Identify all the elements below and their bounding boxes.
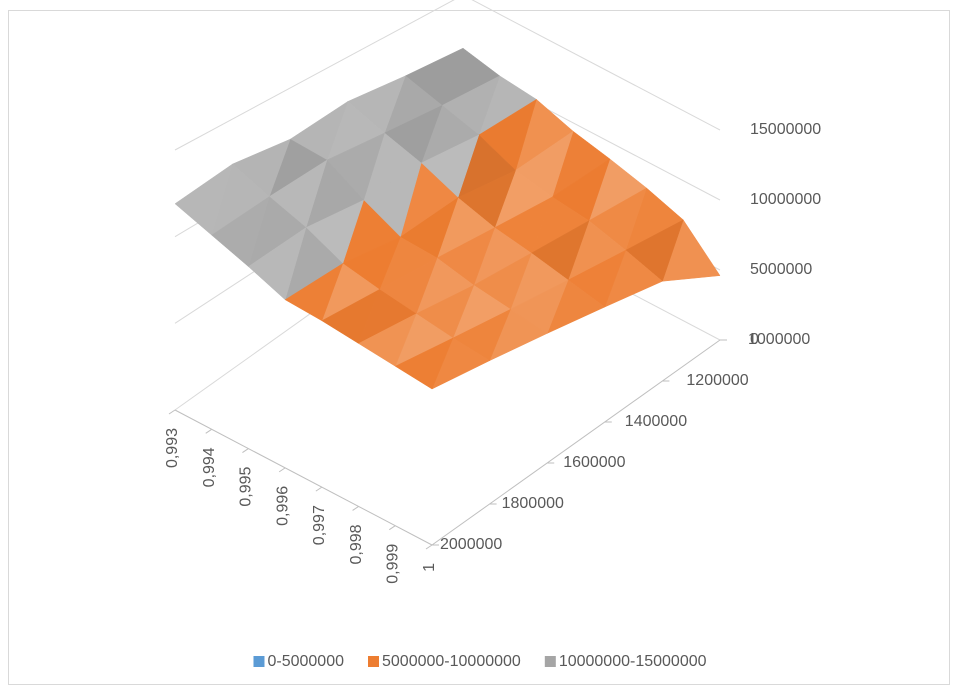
- legend-swatch: [253, 656, 265, 667]
- x-tick-label: 1: [421, 563, 438, 572]
- surface-facet: [211, 196, 270, 268]
- z-tick-label: 5000000: [750, 261, 812, 278]
- legend-label: 10000000-15000000: [559, 653, 707, 670]
- depth-tick-label: 1000000: [748, 331, 810, 348]
- surface-facet: [321, 288, 380, 344]
- legend-swatch: [544, 656, 556, 667]
- x-tick-label: 0,994: [201, 447, 218, 487]
- legend-label: 0-5000000: [267, 653, 344, 670]
- surface-facet: [284, 262, 344, 322]
- legend-label: 5000000-10000000: [382, 653, 521, 670]
- legend-item: 0-5000000: [253, 653, 344, 670]
- legend: 0-5000000 5000000-10000000 10000000-150000…: [253, 653, 707, 670]
- depth-tick-label: 1200000: [686, 372, 748, 389]
- x-tick-label: 0,995: [238, 466, 255, 506]
- surface-facet: [248, 226, 307, 301]
- legend-swatch: [368, 656, 379, 667]
- x-tick-label: 0,999: [385, 544, 402, 584]
- surface-facet: [358, 313, 417, 367]
- x-tick: [389, 525, 396, 531]
- surface-facet: [394, 337, 454, 390]
- depth-tick-label: 2000000: [440, 536, 502, 553]
- x-axis-line: [174, 409, 433, 546]
- x-tick-label: 0,998: [348, 524, 365, 564]
- grid-line: [174, 0, 721, 151]
- depth-axis-line: [431, 339, 721, 546]
- x-tick: [205, 428, 212, 434]
- z-tick-label: 10000000: [750, 191, 821, 208]
- x-tick-label: 0,996: [274, 486, 291, 526]
- x-tick: [278, 467, 286, 473]
- surface: [174, 47, 721, 390]
- legend-item: 5000000-10000000: [368, 653, 521, 670]
- depth-tick-label: 1600000: [563, 454, 625, 471]
- depth-tick-label: 1800000: [502, 495, 564, 512]
- x-tick: [425, 544, 433, 550]
- surface-facet: [174, 163, 234, 236]
- z-tick-label: 15000000: [750, 121, 821, 138]
- x-tick: [315, 486, 323, 492]
- x-tick: [168, 409, 176, 415]
- x-tick-label: 0,993: [164, 428, 181, 468]
- depth-tick-label: 1400000: [625, 413, 687, 430]
- legend-item: 10000000-15000000: [544, 653, 707, 670]
- axes: 0 5000000 10000000 15000000 0,993 0,994 0,995 0…: [164, 121, 821, 584]
- x-tick: [242, 448, 249, 453]
- x-tick: [352, 506, 359, 511]
- x-tick-label: 0,997: [311, 505, 328, 545]
- z-tick-label: 0: [750, 331, 759, 348]
